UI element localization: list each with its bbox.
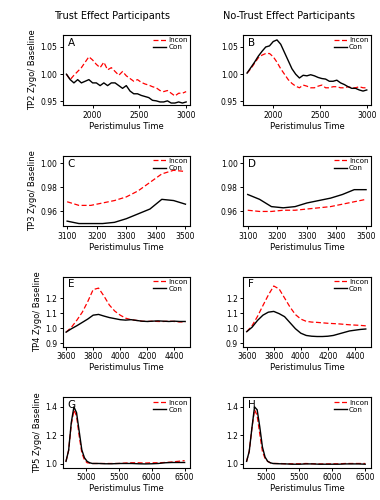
Y-axis label: TP4 Zygo/ Baseline: TP4 Zygo/ Baseline [33, 272, 42, 352]
X-axis label: Peristimulus Time: Peristimulus Time [89, 364, 164, 372]
Legend: Incon, Con: Incon, Con [333, 398, 369, 413]
Legend: Incon, Con: Incon, Con [152, 157, 188, 172]
X-axis label: Peristimulus Time: Peristimulus Time [269, 122, 344, 131]
Legend: Incon, Con: Incon, Con [333, 157, 369, 172]
X-axis label: Peristimulus Time: Peristimulus Time [269, 242, 344, 252]
X-axis label: Peristimulus Time: Peristimulus Time [89, 122, 164, 131]
Text: D: D [249, 158, 256, 168]
X-axis label: Peristimulus Time: Peristimulus Time [89, 484, 164, 493]
Y-axis label: TP3 Zygo/ Baseline: TP3 Zygo/ Baseline [28, 150, 37, 232]
Text: No-Trust Effect Participants: No-Trust Effect Participants [223, 11, 355, 21]
Y-axis label: TP5 Zygo/ Baseline: TP5 Zygo/ Baseline [33, 392, 42, 473]
Text: A: A [68, 38, 75, 48]
Legend: Incon, Con: Incon, Con [152, 398, 188, 413]
Legend: Incon, Con: Incon, Con [152, 278, 188, 292]
Text: C: C [68, 158, 75, 168]
Y-axis label: TP2 Zygo/ Baseline: TP2 Zygo/ Baseline [28, 30, 37, 110]
Text: F: F [249, 280, 254, 289]
X-axis label: Peristimulus Time: Peristimulus Time [269, 364, 344, 372]
Legend: Incon, Con: Incon, Con [333, 278, 369, 292]
Text: Trust Effect Participants: Trust Effect Participants [54, 11, 170, 21]
Text: E: E [68, 280, 74, 289]
X-axis label: Peristimulus Time: Peristimulus Time [269, 484, 344, 493]
X-axis label: Peristimulus Time: Peristimulus Time [89, 242, 164, 252]
Text: G: G [68, 400, 76, 410]
Text: H: H [249, 400, 256, 410]
Legend: Incon, Con: Incon, Con [152, 36, 188, 51]
Text: B: B [249, 38, 255, 48]
Legend: Incon, Con: Incon, Con [333, 36, 369, 51]
